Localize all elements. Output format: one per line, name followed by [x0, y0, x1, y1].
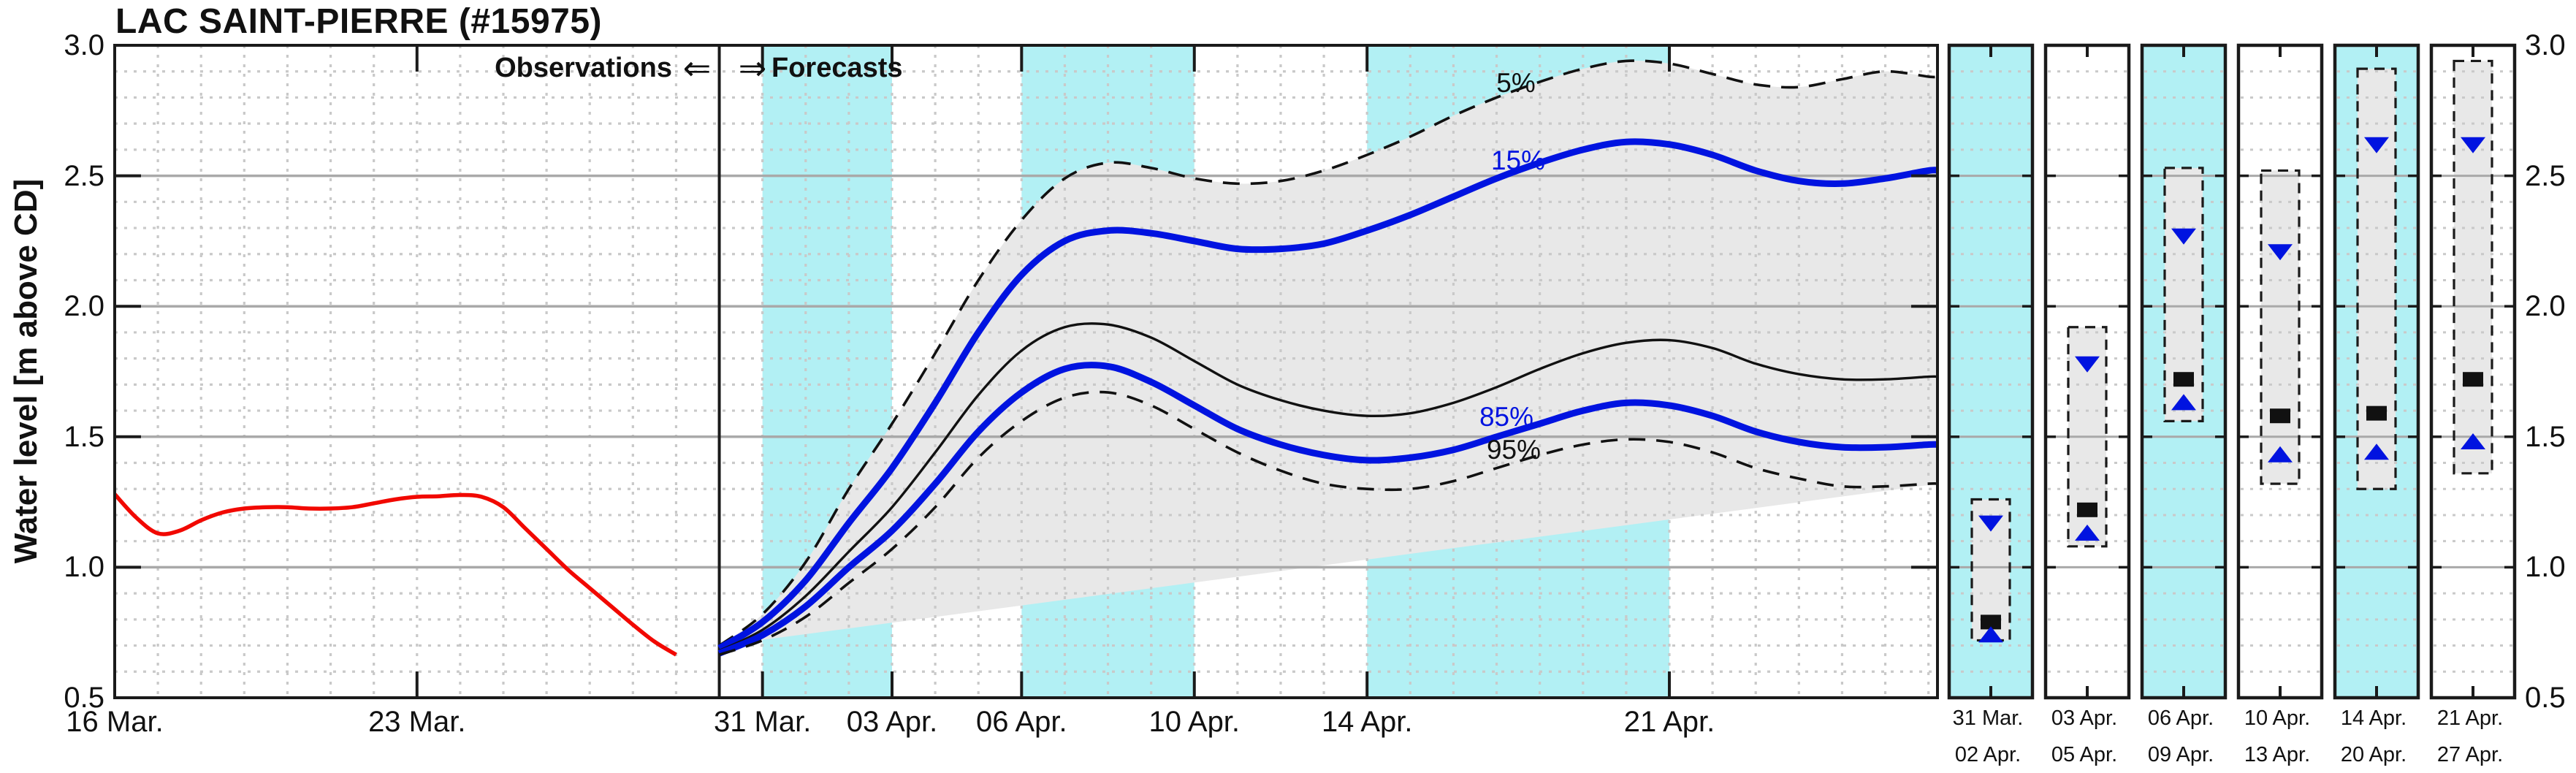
forecast-curve-50pct: [718, 322, 1939, 652]
panel-start-date-label: 10 Apr.: [2244, 707, 2311, 730]
summary-panel-border-1: [1947, 43, 2035, 700]
panel-85pct-marker-triangle-up: [1978, 626, 2003, 643]
panel-start-date-label: 14 Apr.: [2340, 707, 2407, 730]
panel-range-box-border: [1970, 498, 2011, 642]
x-tick-label: 31 Mar.: [713, 706, 812, 738]
x-tick-label: 03 Apr.: [846, 706, 938, 738]
page-title: LAC SAINT-PIERRE (#15975): [115, 2, 603, 41]
x-tick-label: 16 Mar.: [66, 706, 164, 738]
y-tick-label-left: 2.0: [64, 290, 104, 323]
panel-end-date-label: 05 Apr.: [2051, 743, 2118, 766]
panel-range-box-border: [2067, 326, 2108, 548]
uncertainty-envelope-fill: [719, 61, 1939, 646]
summary-panel-border-6: [2429, 43, 2517, 700]
summary-panel-border-3: [2140, 43, 2228, 700]
percentile-label-95pct: 95%: [1486, 435, 1542, 465]
panel-85pct-marker-triangle-up: [2461, 433, 2485, 449]
panel-50pct-marker-square: [2173, 372, 2194, 387]
y-tick-label-left: 1.5: [64, 420, 104, 453]
panel-end-date-label: 13 Apr.: [2244, 743, 2311, 766]
x-tick-label: 21 Apr.: [1623, 706, 1715, 738]
panel-range-box-border: [2356, 67, 2397, 490]
forecast-curve-15pct: [717, 138, 1939, 651]
panel-15pct-marker-triangle-down: [2461, 137, 2485, 153]
panel-15pct-marker-triangle-down: [2171, 228, 2196, 245]
panel-15pct-marker-triangle-down: [2075, 356, 2100, 373]
percentile-label-5pct: 5%: [1496, 68, 1536, 98]
y-tick-label-left: 0.5: [64, 682, 104, 714]
x-tick-label: 10 Apr.: [1148, 706, 1241, 738]
y-tick-label-left: 1.0: [64, 551, 104, 584]
observed-water-level-line: [113, 492, 677, 657]
percentile-label-15pct: 15%: [1490, 145, 1546, 175]
panel-50pct-marker-square: [2463, 372, 2483, 387]
forecasts-region-label: Forecasts: [771, 53, 903, 83]
summary-panel-border-4: [2236, 43, 2324, 700]
panel-85pct-marker-triangle-up: [2075, 524, 2100, 541]
panel-15pct-marker-triangle-down: [2268, 244, 2293, 261]
y-tick-label-right: 2.0: [2525, 290, 2566, 323]
panel-85pct-marker-triangle-up: [2268, 446, 2293, 462]
panel-50pct-marker-square: [1981, 614, 2001, 630]
summary-panel-border-2: [2043, 43, 2131, 700]
panel-start-date-label: 03 Apr.: [2051, 707, 2118, 730]
panel-end-date-label: 20 Apr.: [2340, 743, 2407, 766]
left-double-arrow-icon: ⇐: [682, 49, 712, 87]
panel-range-box-border: [2260, 169, 2301, 485]
x-tick-label: 06 Apr.: [976, 706, 1067, 738]
panel-end-date-label: 27 Apr.: [2436, 743, 2504, 766]
y-tick-label-right: 0.5: [2525, 682, 2566, 714]
panel-range-box-border: [2163, 167, 2204, 422]
panel-15pct-marker-triangle-down: [2364, 137, 2389, 153]
summary-panel-border-5: [2333, 43, 2420, 700]
x-tick-label: 23 Mar.: [368, 706, 466, 738]
panel-15pct-marker-triangle-down: [1978, 515, 2003, 532]
panel-85pct-marker-triangle-up: [2364, 443, 2389, 460]
panel-50pct-marker-square: [2077, 502, 2097, 517]
observations-region-label: Observations: [495, 53, 672, 83]
panel-range-box-fill: [2454, 61, 2492, 473]
y-tick-label-right: 3.0: [2525, 29, 2566, 61]
panel-85pct-marker-triangle-up: [2171, 394, 2196, 411]
panel-start-date-label: 31 Mar.: [1952, 707, 2024, 730]
forecast-curve-85pct: [717, 362, 1939, 657]
forecast-curve-5pct: [718, 59, 1939, 647]
y-tick-label-right: 2.5: [2525, 159, 2566, 192]
y-tick-label-left: 3.0: [64, 29, 104, 61]
y-tick-label-right: 1.0: [2525, 551, 2566, 584]
panel-range-box-fill: [2358, 69, 2396, 490]
panel-range-box-border: [2453, 59, 2493, 475]
y-tick-label-right: 1.5: [2525, 420, 2566, 453]
x-tick-label: 14 Apr.: [1321, 706, 1413, 738]
main-plot-border: [113, 44, 1939, 699]
percentile-label-85pct: 85%: [1479, 402, 1534, 432]
panel-50pct-marker-square: [2366, 405, 2387, 421]
right-double-arrow-icon: ⇒: [738, 49, 767, 87]
panel-50pct-marker-square: [2270, 408, 2290, 424]
y-axis-title: Water level [m above CD]: [8, 178, 44, 564]
panel-range-box-fill: [2261, 170, 2299, 484]
panel-start-date-label: 21 Apr.: [2436, 707, 2504, 730]
panel-start-date-label: 06 Apr.: [2147, 707, 2214, 730]
y-tick-label-left: 2.5: [64, 159, 104, 192]
panel-end-date-label: 02 Apr.: [1954, 743, 2021, 766]
panel-end-date-label: 09 Apr.: [2147, 743, 2214, 766]
